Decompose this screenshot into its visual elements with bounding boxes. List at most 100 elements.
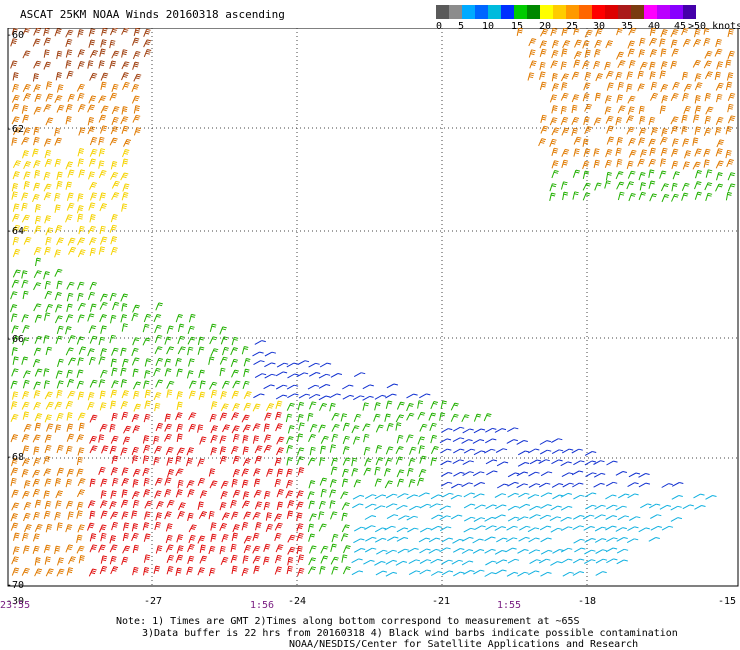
wind-barb — [418, 537, 431, 543]
wind-barb — [132, 51, 141, 60]
wind-barb — [77, 92, 85, 102]
wind-barb — [22, 325, 30, 334]
wind-barb — [164, 336, 172, 345]
wind-barb — [33, 270, 42, 279]
wind-barb — [727, 115, 736, 124]
wind-barb — [661, 95, 668, 104]
wind-barb — [10, 414, 19, 423]
wind-barb — [254, 373, 267, 379]
wind-barb — [32, 194, 40, 203]
wind-barb — [153, 392, 162, 401]
wind-barb — [626, 181, 635, 190]
wind-barb — [166, 346, 175, 355]
wind-barb — [550, 527, 562, 533]
wind-barb — [188, 412, 197, 421]
wind-barb — [627, 482, 639, 488]
wind-barb — [131, 347, 139, 357]
wind-barb — [716, 93, 723, 103]
wind-barb — [56, 380, 64, 389]
wind-barb — [87, 500, 96, 509]
wind-barb — [109, 92, 118, 101]
wind-barb — [100, 105, 109, 114]
wind-barb — [155, 357, 164, 366]
wind-barb — [605, 515, 617, 520]
wind-barb — [166, 457, 174, 466]
wind-barb — [529, 559, 541, 565]
wind-barb — [584, 538, 596, 543]
wind-barb — [44, 478, 52, 487]
wind-barb — [453, 448, 465, 454]
wind-barb — [10, 434, 19, 443]
wind-barb — [155, 545, 163, 554]
wind-barb — [659, 38, 666, 47]
wind-barb — [143, 413, 151, 423]
wind-barb — [604, 180, 611, 189]
wind-barb — [562, 482, 574, 488]
wind-barb — [11, 368, 19, 377]
wind-barb — [495, 504, 507, 510]
wind-barb — [132, 61, 140, 70]
wind-barb — [133, 127, 142, 136]
wind-barb — [143, 444, 151, 454]
wind-barb — [364, 515, 377, 520]
wind-barb — [110, 214, 118, 223]
wind-barb — [308, 500, 315, 509]
wind-barb — [594, 92, 601, 101]
wind-barb — [21, 532, 29, 542]
wind-barb — [681, 114, 688, 124]
wind-barb — [396, 401, 405, 410]
wind-barb — [54, 204, 61, 213]
wind-barb — [66, 192, 74, 201]
wind-barb — [87, 348, 95, 357]
wind-barb — [77, 148, 85, 157]
wind-barb — [329, 489, 337, 498]
wind-barb — [342, 394, 354, 400]
wind-barb — [89, 544, 98, 553]
wind-barb — [319, 566, 326, 575]
wind-barb — [617, 515, 630, 521]
wind-barb — [671, 138, 679, 147]
wind-barb — [99, 314, 107, 323]
wind-barb — [54, 424, 62, 433]
wind-barb — [175, 412, 183, 421]
wind-barb — [309, 401, 317, 410]
wind-barb — [10, 401, 18, 410]
wind-barb — [318, 395, 331, 401]
wind-barb — [21, 401, 30, 410]
wind-barb — [32, 73, 39, 82]
wind-barb — [164, 413, 171, 422]
wind-barb — [670, 125, 679, 134]
wind-barb — [461, 482, 473, 488]
wind-barb — [638, 105, 645, 115]
wind-barb — [286, 362, 299, 368]
wind-barb — [485, 504, 497, 510]
wind-barb — [67, 237, 76, 246]
wind-barb — [44, 280, 51, 290]
wind-barb — [418, 492, 430, 498]
wind-barb — [374, 527, 387, 533]
wind-barb — [384, 413, 391, 422]
wind-barb — [605, 494, 617, 500]
wind-barb — [142, 522, 150, 531]
wind-barb — [44, 158, 53, 167]
wind-barb — [440, 481, 453, 487]
wind-barb — [188, 313, 196, 323]
wind-barb — [473, 482, 485, 487]
wind-barb — [539, 81, 547, 91]
wind-barb — [584, 460, 597, 466]
wind-barb — [98, 466, 106, 475]
wind-barb — [593, 472, 606, 478]
wind-barb — [562, 571, 574, 577]
wind-barb — [639, 149, 648, 158]
wind-barb — [154, 402, 161, 412]
wind-barb — [286, 510, 294, 519]
wind-barb — [582, 170, 590, 180]
wind-barb — [65, 49, 73, 58]
wind-barb — [340, 413, 348, 422]
wind-barb — [572, 482, 584, 488]
wind-barb — [78, 346, 87, 355]
wind-barb — [365, 503, 377, 509]
wind-barb — [319, 457, 326, 466]
wind-barb — [275, 384, 288, 390]
wind-barb — [243, 402, 252, 411]
